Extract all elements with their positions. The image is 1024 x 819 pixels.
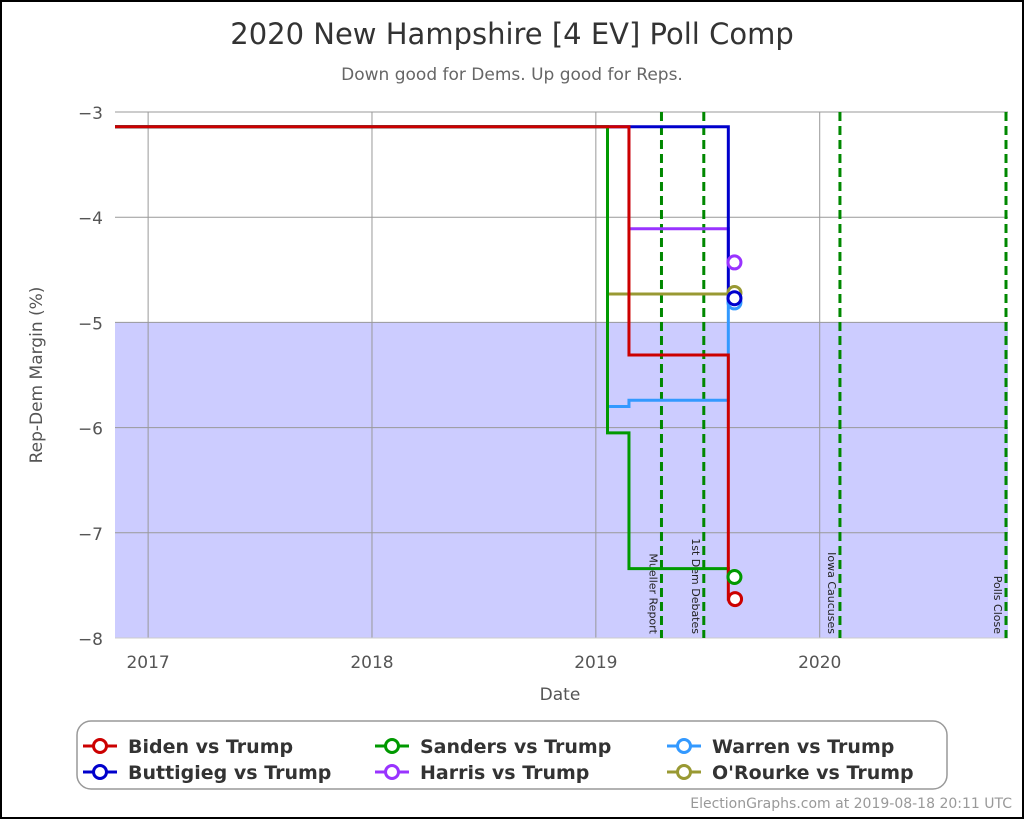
legend-swatch-marker	[676, 764, 692, 780]
x-tick-label: 2019	[574, 653, 617, 673]
event-label: Mueller Report	[646, 553, 659, 634]
y-tick-label: −3	[78, 104, 103, 124]
legend-item-label: Buttigieg vs Trump	[128, 762, 331, 784]
x-tick-label: 2018	[350, 653, 393, 673]
legend-box	[76, 720, 948, 790]
series-endpoint-marker	[726, 568, 743, 585]
shaded-region	[115, 322, 1008, 638]
series-line	[115, 125, 735, 296]
x-tick-label: 2017	[126, 653, 169, 673]
y-tick-label: −6	[78, 420, 103, 440]
legend-swatch-marker	[676, 738, 692, 754]
y-tick-label: −5	[78, 314, 103, 334]
series-endpoint-marker	[727, 591, 744, 608]
footer-credit: ElectionGraphs.com at 2019-08-18 20:11 U…	[690, 796, 1012, 812]
event-label: 1st Dem Debates	[689, 538, 702, 634]
series-line	[115, 125, 735, 264]
x-tick-label: 2020	[798, 653, 841, 673]
y-tick-label: −8	[78, 630, 103, 650]
legend-item-label: O'Rourke vs Trump	[712, 762, 914, 784]
plot-area: −3 −4 −5 −6 −7 −8 2017 2018 2019 2020 Mueller Repo…	[78, 104, 1008, 673]
y-axis-label: Rep-Dem Margin (%)	[27, 287, 47, 464]
legend-item-label: Sanders vs Trump	[420, 736, 611, 758]
legend-swatch-marker	[92, 738, 108, 754]
series-line	[115, 125, 735, 300]
legend-swatch-marker	[384, 764, 400, 780]
legend-swatch-marker	[384, 738, 400, 754]
y-tick-label: −7	[78, 525, 103, 545]
legend-item-label: Warren vs Trump	[712, 736, 894, 758]
legend-item-label: Harris vs Trump	[420, 762, 589, 784]
chart-title: 2020 New Hampshire [4 EV] Poll Comp	[230, 17, 793, 51]
legend: Biden vs Trump Sanders vs Trump Warren vs …	[83, 736, 914, 784]
series-endpoint-marker	[726, 254, 743, 271]
event-label: Iowa Caucuses	[825, 552, 838, 634]
y-tick-label: −4	[78, 209, 103, 229]
x-axis-label: Date	[540, 685, 581, 705]
chart-subtitle: Down good for Dems. Up good for Reps.	[341, 65, 683, 85]
event-label: Polls Close	[991, 576, 1004, 635]
series-endpoint-marker	[726, 290, 743, 307]
legend-item-label: Biden vs Trump	[128, 736, 293, 758]
legend-swatch-marker	[92, 764, 108, 780]
